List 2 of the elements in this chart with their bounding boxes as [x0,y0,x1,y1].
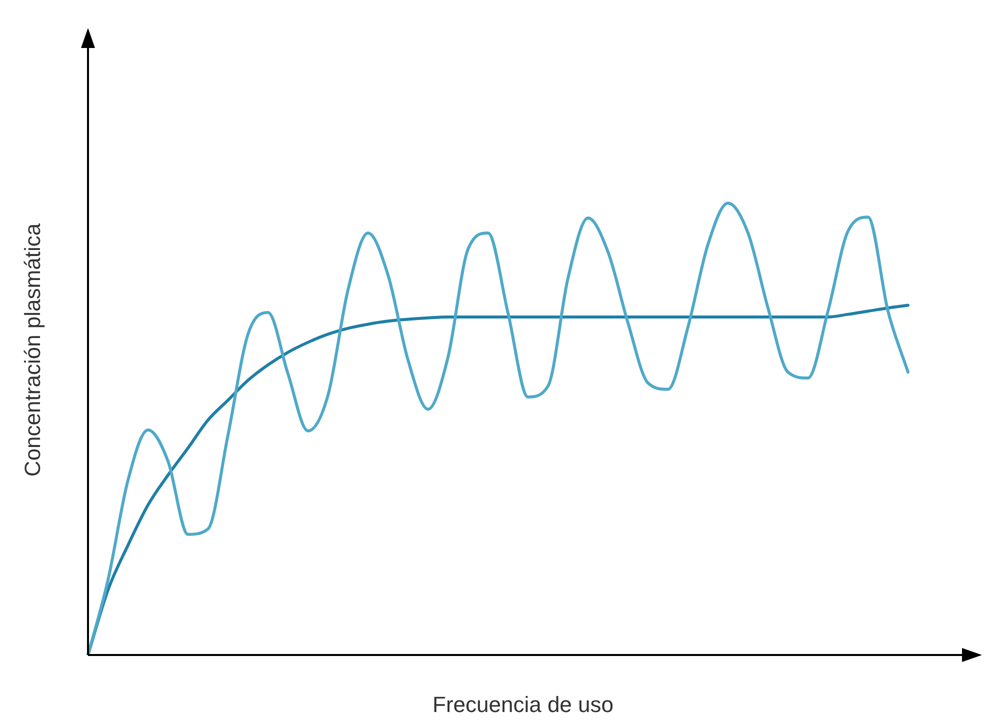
y-axis-title: Concentración plasmática [20,222,46,477]
x-axis-title: Frecuencia de uso [432,692,614,718]
